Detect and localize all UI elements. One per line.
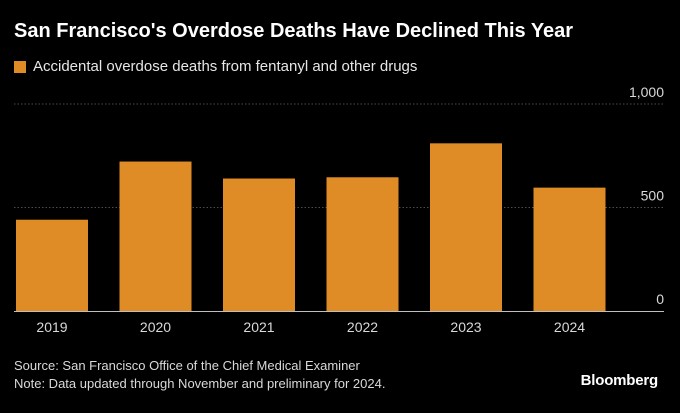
source-note: Source: San Francisco Office of the Chie… bbox=[14, 358, 360, 373]
bar bbox=[223, 178, 295, 311]
bar bbox=[533, 187, 606, 311]
bar-chart: 0 500 1,000 2019 2020 2021 2022 2023 2024 bbox=[14, 84, 665, 335]
y-tick-label: 0 bbox=[656, 291, 664, 307]
legend-label: Accidental overdose deaths from fentanyl… bbox=[33, 58, 418, 75]
bar bbox=[16, 219, 88, 311]
x-tick-label: 2022 bbox=[347, 319, 378, 335]
x-tick-label: 2019 bbox=[36, 319, 67, 335]
x-tick-label: 2021 bbox=[243, 319, 274, 335]
bar bbox=[326, 177, 399, 311]
x-tick-label: 2024 bbox=[554, 319, 585, 335]
legend: Accidental overdose deaths from fentanyl… bbox=[14, 58, 417, 75]
x-tick-label: 2023 bbox=[450, 319, 481, 335]
bloomberg-logo: Bloomberg bbox=[580, 372, 659, 389]
y-tick-label: 500 bbox=[641, 188, 665, 204]
bar bbox=[430, 143, 502, 311]
footer: Source: San Francisco Office of the Chie… bbox=[14, 357, 385, 393]
bar bbox=[119, 161, 192, 311]
chart-title: San Francisco's Overdose Deaths Have Dec… bbox=[14, 20, 574, 42]
y-tick-label: 1,000 bbox=[629, 84, 664, 100]
legend-swatch bbox=[14, 60, 26, 73]
x-tick-label: 2020 bbox=[140, 319, 171, 335]
data-note: Note: Data updated through November and … bbox=[14, 376, 386, 391]
